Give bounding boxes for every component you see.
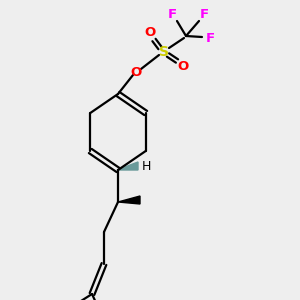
Text: O: O — [177, 61, 189, 74]
Polygon shape — [117, 162, 138, 170]
Text: O: O — [144, 26, 156, 38]
Text: S: S — [159, 45, 169, 59]
Text: F: F — [200, 8, 208, 20]
Text: H: H — [141, 160, 151, 172]
Text: F: F — [167, 8, 177, 20]
Polygon shape — [118, 196, 140, 204]
Text: O: O — [130, 65, 142, 79]
Text: F: F — [206, 32, 214, 44]
